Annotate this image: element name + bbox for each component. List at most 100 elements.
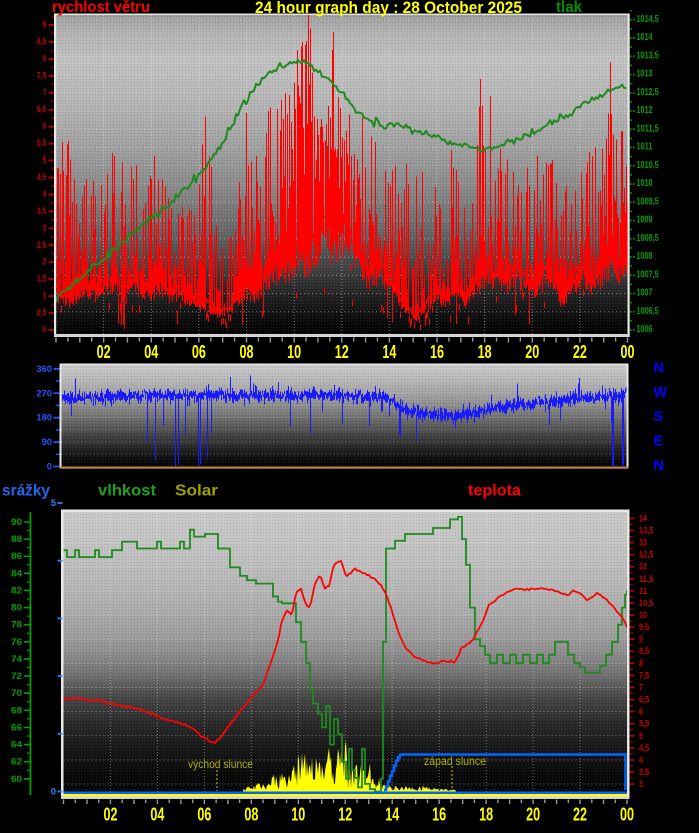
- svg-text:1013,5: 1013,5: [637, 50, 660, 61]
- svg-text:S: S: [654, 409, 664, 425]
- svg-text:1010: 1010: [637, 178, 653, 189]
- svg-text:18: 18: [479, 805, 493, 825]
- svg-text:84: 84: [11, 568, 23, 579]
- svg-text:16: 16: [432, 805, 446, 825]
- svg-text:7,5: 7,5: [37, 70, 47, 80]
- svg-text:04: 04: [150, 805, 164, 825]
- svg-text:12: 12: [639, 562, 647, 573]
- svg-text:8,5: 8,5: [37, 36, 47, 46]
- svg-text:24 hour graph day : 28 October: 24 hour graph day : 28 October 2025: [255, 0, 522, 17]
- svg-text:22: 22: [573, 805, 587, 825]
- svg-text:10: 10: [639, 610, 647, 621]
- svg-text:3: 3: [639, 779, 643, 790]
- svg-text:tlak: tlak: [556, 0, 582, 16]
- svg-text:9,5: 9,5: [639, 622, 650, 633]
- svg-text:západ slunce: západ slunce: [424, 754, 486, 768]
- svg-text:62: 62: [11, 757, 22, 768]
- svg-text:180: 180: [36, 413, 52, 424]
- svg-text:72: 72: [11, 671, 22, 682]
- svg-text:0: 0: [43, 325, 47, 335]
- svg-text:13: 13: [639, 538, 647, 549]
- svg-text:66: 66: [11, 722, 22, 733]
- svg-text:14: 14: [639, 513, 648, 524]
- svg-text:18: 18: [478, 342, 492, 362]
- svg-text:12: 12: [338, 805, 352, 825]
- svg-text:7: 7: [43, 87, 47, 97]
- svg-text:20: 20: [526, 805, 540, 825]
- svg-text:1011: 1011: [637, 142, 653, 153]
- svg-text:11: 11: [639, 586, 648, 597]
- svg-text:60: 60: [11, 774, 22, 785]
- svg-text:20: 20: [525, 342, 539, 362]
- svg-text:13,5: 13,5: [639, 525, 654, 536]
- svg-text:1007: 1007: [637, 288, 653, 299]
- svg-text:06: 06: [197, 805, 211, 825]
- svg-text:6,5: 6,5: [639, 695, 650, 706]
- svg-text:70: 70: [11, 688, 22, 699]
- svg-text:8: 8: [43, 53, 47, 63]
- svg-text:6: 6: [43, 121, 47, 131]
- svg-text:2,5: 2,5: [37, 240, 47, 250]
- svg-text:08: 08: [244, 805, 258, 825]
- svg-text:3,5: 3,5: [639, 767, 650, 778]
- svg-text:90: 90: [42, 437, 52, 448]
- svg-text:E: E: [654, 434, 664, 450]
- svg-text:10: 10: [291, 805, 305, 825]
- svg-text:16: 16: [430, 342, 444, 362]
- svg-text:5: 5: [51, 498, 57, 509]
- svg-text:10,5: 10,5: [639, 598, 654, 609]
- svg-text:4,5: 4,5: [639, 743, 650, 754]
- svg-text:14: 14: [382, 342, 396, 362]
- svg-text:8: 8: [639, 658, 643, 669]
- svg-text:0: 0: [51, 787, 56, 798]
- svg-text:74: 74: [11, 654, 23, 665]
- svg-text:1012,5: 1012,5: [637, 87, 660, 98]
- svg-text:5,5: 5,5: [639, 719, 650, 730]
- svg-text:08: 08: [240, 342, 254, 362]
- svg-text:02: 02: [103, 805, 117, 825]
- svg-text:1,5: 1,5: [37, 274, 47, 284]
- svg-text:0,5: 0,5: [37, 308, 47, 318]
- svg-text:1: 1: [43, 291, 47, 301]
- svg-text:N: N: [654, 458, 664, 474]
- svg-text:Solar: Solar: [175, 483, 218, 500]
- svg-text:00: 00: [620, 805, 634, 825]
- svg-text:1008,5: 1008,5: [637, 233, 660, 244]
- svg-text:7,5: 7,5: [639, 670, 650, 681]
- svg-text:1014,5: 1014,5: [637, 14, 660, 25]
- svg-text:88: 88: [11, 534, 22, 545]
- svg-text:7: 7: [639, 682, 643, 693]
- svg-text:srážky: srážky: [2, 483, 50, 500]
- svg-text:N: N: [654, 360, 664, 376]
- svg-text:3: 3: [43, 223, 47, 233]
- svg-text:rychlost větru: rychlost větru: [52, 0, 150, 16]
- svg-text:4: 4: [639, 755, 644, 766]
- svg-text:10: 10: [287, 342, 301, 362]
- svg-text:východ slunce: východ slunce: [188, 757, 253, 771]
- svg-text:9: 9: [639, 634, 643, 645]
- svg-text:W: W: [654, 385, 668, 401]
- svg-text:4: 4: [43, 189, 47, 199]
- svg-text:4,5: 4,5: [37, 172, 47, 182]
- svg-text:00: 00: [621, 342, 635, 362]
- svg-text:12,5: 12,5: [639, 550, 654, 561]
- svg-text:vlhkost: vlhkost: [98, 483, 156, 500]
- svg-text:64: 64: [11, 740, 23, 751]
- svg-text:1009,5: 1009,5: [637, 196, 660, 207]
- svg-text:1007,5: 1007,5: [637, 269, 660, 280]
- svg-text:2: 2: [43, 257, 47, 267]
- svg-text:76: 76: [11, 637, 22, 648]
- svg-text:86: 86: [11, 551, 22, 562]
- svg-text:0: 0: [47, 462, 52, 473]
- svg-text:8,5: 8,5: [639, 646, 650, 657]
- svg-text:82: 82: [11, 585, 22, 596]
- svg-text:270: 270: [36, 388, 52, 399]
- svg-text:78: 78: [11, 620, 22, 631]
- svg-text:90: 90: [11, 517, 22, 528]
- svg-text:6: 6: [639, 707, 643, 718]
- svg-text:11,5: 11,5: [639, 574, 654, 585]
- svg-text:1008: 1008: [637, 251, 653, 262]
- svg-text:5: 5: [639, 731, 644, 742]
- svg-text:9: 9: [43, 19, 47, 29]
- svg-text:1006: 1006: [637, 324, 653, 335]
